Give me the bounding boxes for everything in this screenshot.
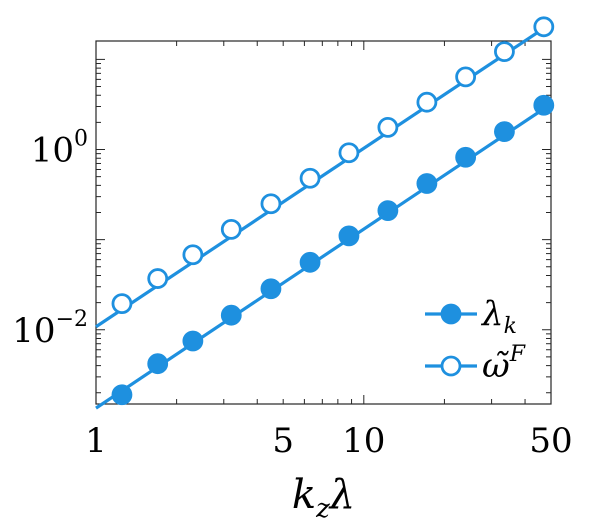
data-point [455, 146, 477, 168]
x-tick-label: 50 [529, 421, 572, 461]
data-point [147, 268, 169, 289]
data-point [494, 41, 515, 63]
legend-marker [440, 355, 462, 377]
data-point [416, 91, 438, 113]
data-point [220, 304, 242, 326]
data-point [338, 225, 360, 247]
x-tick-label: 10 [342, 421, 385, 461]
data-point [299, 251, 321, 273]
series-lambda-k [95, 94, 555, 410]
data-point [299, 167, 321, 189]
data-point [416, 173, 438, 194]
data-point [182, 244, 204, 266]
data-point [182, 330, 204, 352]
data-point [338, 142, 360, 164]
x-tick-label: 5 [272, 421, 294, 461]
legend-label: ω̃F [482, 342, 526, 386]
legend-marker [440, 303, 462, 325]
legend-label: λk [480, 294, 517, 339]
x-axis-label: kzλ [292, 472, 355, 524]
data-point [111, 293, 133, 315]
data-point [377, 200, 399, 221]
data-point [220, 218, 242, 240]
data-point [455, 66, 477, 88]
plot-frame [95, 40, 552, 405]
data-point [377, 116, 399, 138]
y-tick-label: 10−2 [12, 307, 88, 351]
data-point [494, 121, 515, 143]
data-point [533, 94, 555, 116]
data-point [260, 278, 282, 300]
series-omega-f [95, 16, 555, 329]
data-point [147, 353, 169, 375]
y-tick-label: 100 [31, 127, 88, 171]
data-point [111, 384, 133, 406]
data-point [260, 193, 282, 215]
data-point [533, 16, 555, 38]
x-tick-label: 1 [85, 421, 107, 461]
